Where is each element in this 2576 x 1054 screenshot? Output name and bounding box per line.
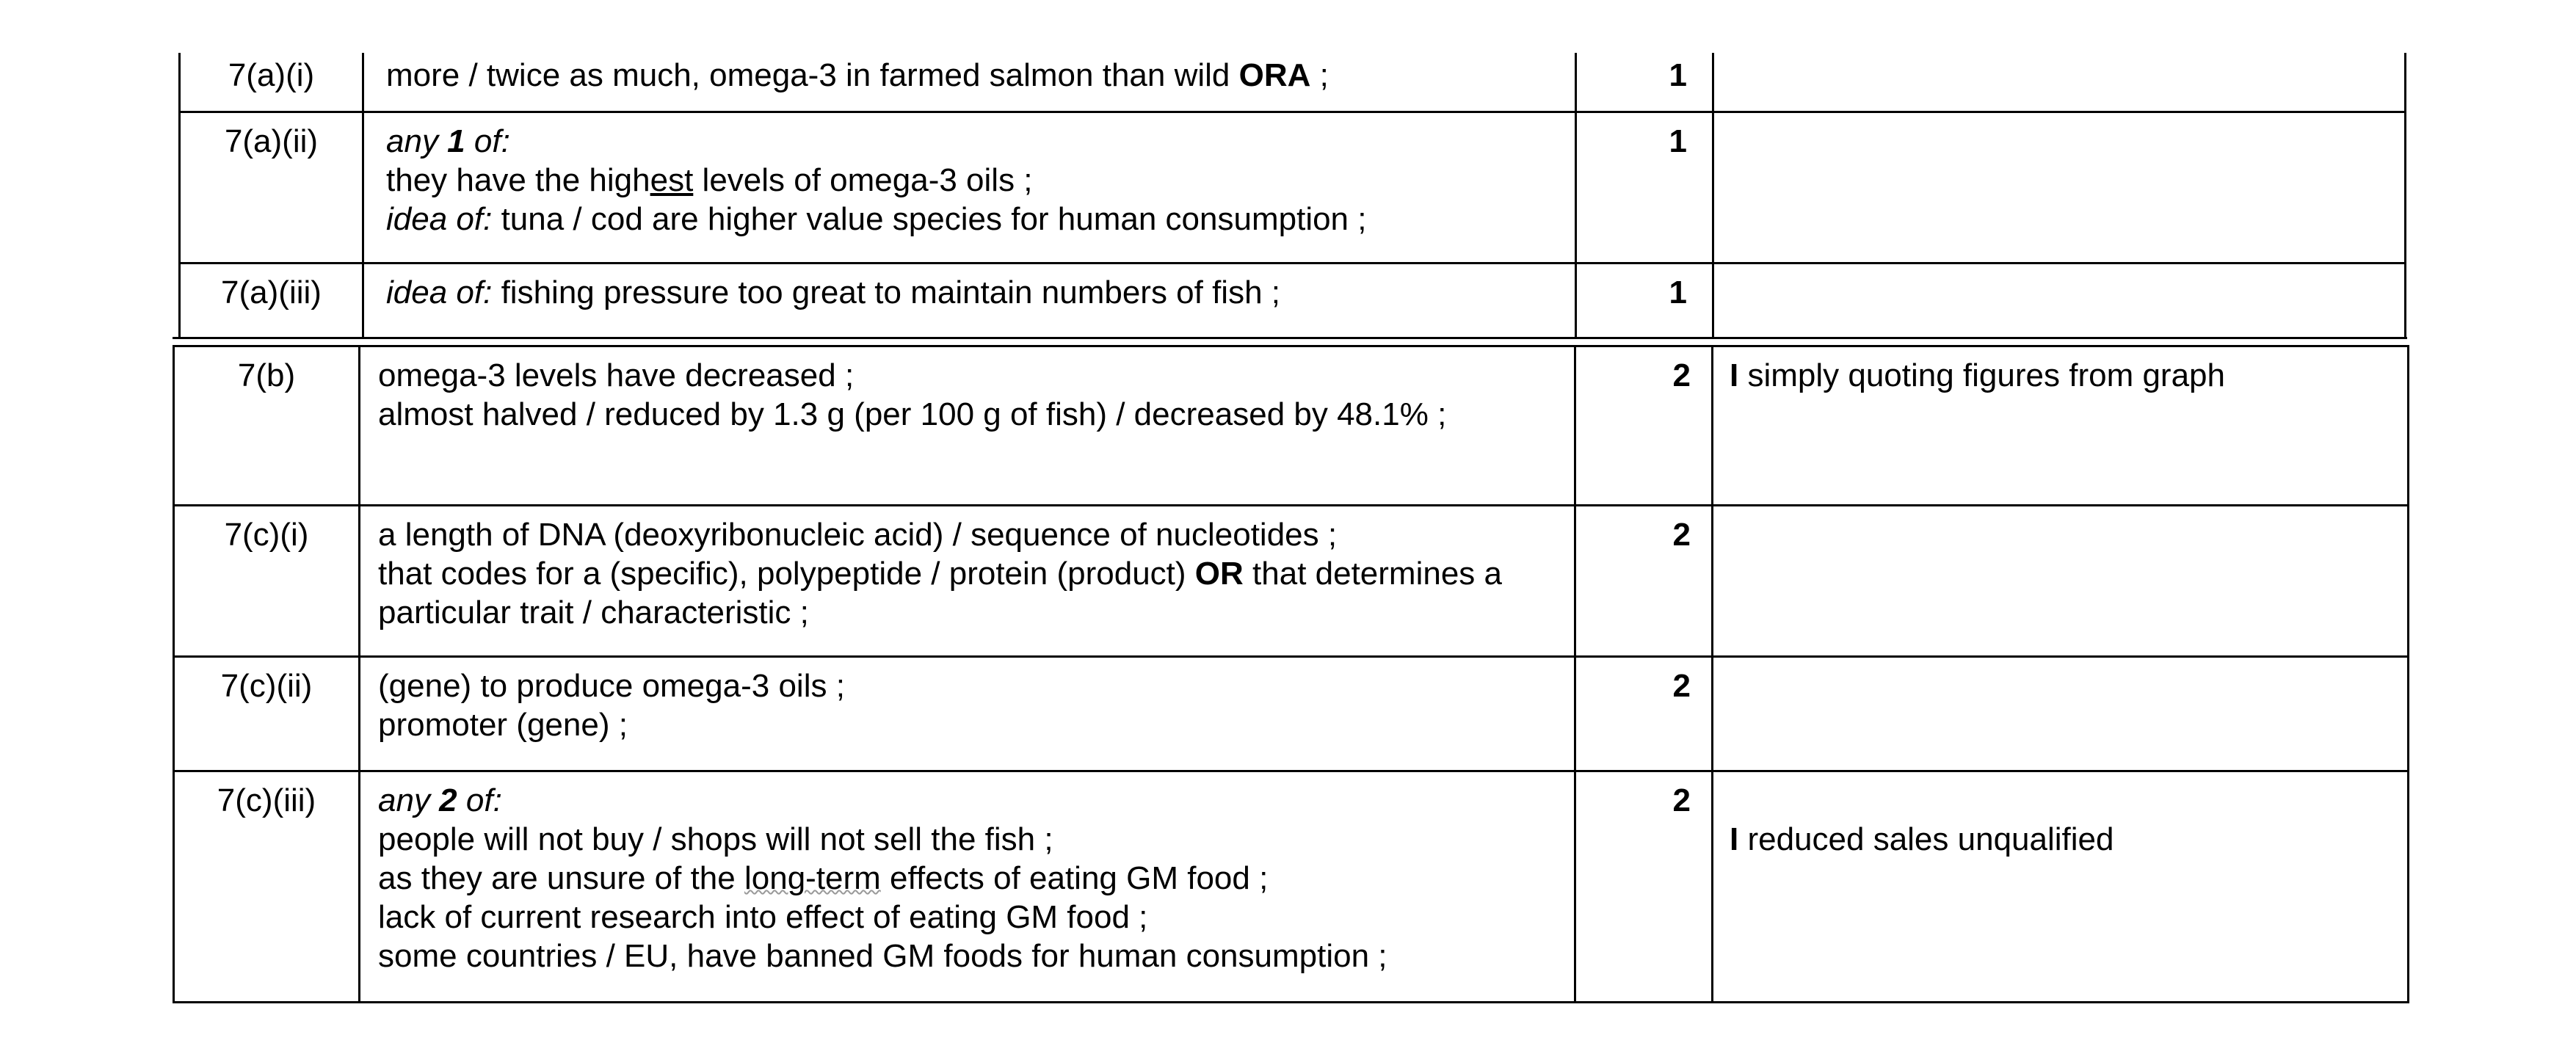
answer-keyword-or: OR — [1194, 556, 1244, 592]
answer-instruction: of: — [457, 782, 502, 818]
answer-line: almost halved / reduced by 1.3 g (per 10… — [378, 396, 1447, 432]
question-number: 7(c)(iii) — [173, 770, 360, 1003]
question-number: 7(a)(ii) — [178, 110, 364, 264]
guidance-line: I reduced sales unqualified — [1730, 820, 2407, 859]
answer-cell: a length of DNA (deoxyribonucleic acid) … — [358, 504, 1576, 658]
mark-scheme-table-b: 7(b) omega-3 levels have decreased ; alm… — [173, 345, 2409, 1003]
answer-line: they have the highest levels of omega-3 … — [386, 161, 1575, 200]
table-row-7a-iii: 7(a)(iii) idea of: fishing pressure too … — [178, 261, 2406, 339]
answer-instruction: any — [386, 123, 448, 159]
marks-cell: 1 — [1575, 53, 1714, 113]
guidance-cell — [1712, 53, 2406, 113]
guidance-cell: I simply quoting figures from graph — [1711, 345, 2409, 506]
table-row-7c-i: 7(c)(i) a length of DNA (deoxyribonuclei… — [173, 504, 2409, 658]
guidance-spacer — [1730, 781, 2407, 820]
answer-line: idea of: tuna / cod are higher value spe… — [386, 200, 1575, 239]
answer-cell: more / twice as much, omega-3 in farmed … — [362, 53, 1577, 113]
answer-text: levels of omega-3 oils ; — [693, 161, 1033, 198]
answer-line: particular trait / characteristic ; — [378, 595, 809, 630]
answer-cell: omega-3 levels have decreased ; almost h… — [358, 345, 1576, 506]
guidance-cell — [1711, 655, 2409, 772]
answer-cell: (gene) to produce omega-3 oils ; promote… — [358, 655, 1576, 772]
table-separator-line — [173, 337, 2407, 339]
table-row-7a-i: 7(a)(i) more / twice as much, omega-3 in… — [178, 53, 2406, 113]
marks-cell: 2 — [1574, 770, 1713, 1003]
table-row-7c-iii: 7(c)(iii) any 2 of: people will not buy … — [173, 770, 2409, 1003]
guidance-cell — [1711, 504, 2409, 658]
guidance-text: reduced sales unqualified — [1738, 821, 2114, 857]
guidance-cell — [1712, 261, 2406, 339]
table-row-7b: 7(b) omega-3 levels have decreased ; alm… — [173, 345, 2409, 506]
answer-text: tuna / cod are higher value species for … — [492, 200, 1367, 237]
answer-cell: any 1 of: they have the highest levels o… — [362, 110, 1577, 264]
answer-line: a length of DNA (deoxyribonucleic acid) … — [378, 517, 1338, 553]
answer-line: some countries / EU, have banned GM food… — [378, 938, 1387, 974]
answer-text: effects of eating GM food ; — [880, 860, 1269, 896]
answer-count: 2 — [439, 782, 457, 818]
answer-line: any 1 of: — [386, 122, 1575, 161]
answer-line: lack of current research into effect of … — [378, 899, 1148, 935]
answer-line: more / twice as much, omega-3 in farmed … — [386, 56, 1575, 95]
answer-instruction: of: — [465, 123, 510, 159]
marks-cell: 2 — [1574, 504, 1713, 658]
marks-cell: 1 — [1575, 261, 1714, 339]
answer-text: more / twice as much, omega-3 in farmed … — [386, 57, 1239, 93]
marks-cell: 1 — [1575, 110, 1714, 264]
answer-text: fishing pressure too great to maintain n… — [492, 274, 1281, 310]
question-number: 7(c)(i) — [173, 504, 360, 658]
answer-line: people will not buy / shops will not sel… — [378, 821, 1053, 857]
question-number: 7(b) — [173, 345, 360, 506]
answer-text: they have the high — [386, 161, 650, 198]
guidance-line: I simply quoting figures from graph — [1730, 356, 2407, 395]
answer-line: (gene) to produce omega-3 oils ; — [378, 668, 845, 704]
guidance-ignore-marker: I — [1730, 357, 1739, 393]
answer-line: that codes for a (specific), polypeptide… — [378, 554, 1574, 593]
answer-line: omega-3 levels have decreased ; — [378, 357, 855, 393]
table-row-7a-ii: 7(a)(ii) any 1 of: they have the highest… — [178, 110, 2406, 264]
answer-line: idea of: fishing pressure too great to m… — [386, 273, 1575, 312]
answer-cell: any 2 of: people will not buy / shops wi… — [358, 770, 1576, 1003]
answer-keyword-ora: ORA — [1238, 57, 1311, 93]
answer-text: that determines a — [1243, 556, 1502, 592]
answer-cell: idea of: fishing pressure too great to m… — [362, 261, 1577, 339]
answer-idea-of: idea of: — [386, 200, 493, 237]
guidance-ignore-marker: I — [1730, 821, 1739, 857]
answer-spellcheck-text: long-term — [744, 860, 881, 896]
answer-line: promoter (gene) ; — [378, 707, 628, 743]
answer-text: as they are unsure of the — [378, 860, 744, 896]
marks-cell: 2 — [1574, 345, 1713, 506]
answer-line: as they are unsure of the long-term effe… — [378, 859, 1574, 898]
answer-instruction: any — [378, 782, 440, 818]
question-number: 7(c)(ii) — [173, 655, 360, 772]
question-number: 7(a)(iii) — [178, 261, 364, 339]
guidance-cell: I reduced sales unqualified — [1711, 770, 2409, 1003]
answer-idea-of: idea of: — [386, 274, 493, 310]
answer-text: that codes for a (specific), polypeptide… — [378, 556, 1195, 592]
guidance-cell — [1712, 110, 2406, 264]
question-number: 7(a)(i) — [178, 53, 364, 113]
table-row-7c-ii: 7(c)(ii) (gene) to produce omega-3 oils … — [173, 655, 2409, 772]
answer-text: ; — [1310, 57, 1329, 93]
answer-count: 1 — [447, 123, 465, 159]
marks-cell: 2 — [1574, 655, 1713, 772]
guidance-text: simply quoting figures from graph — [1738, 357, 2225, 393]
answer-underlined-text: est — [650, 161, 694, 198]
answer-line: any 2 of: — [378, 781, 1574, 820]
mark-scheme-table-a: 7(a)(i) more / twice as much, omega-3 in… — [178, 53, 2406, 339]
